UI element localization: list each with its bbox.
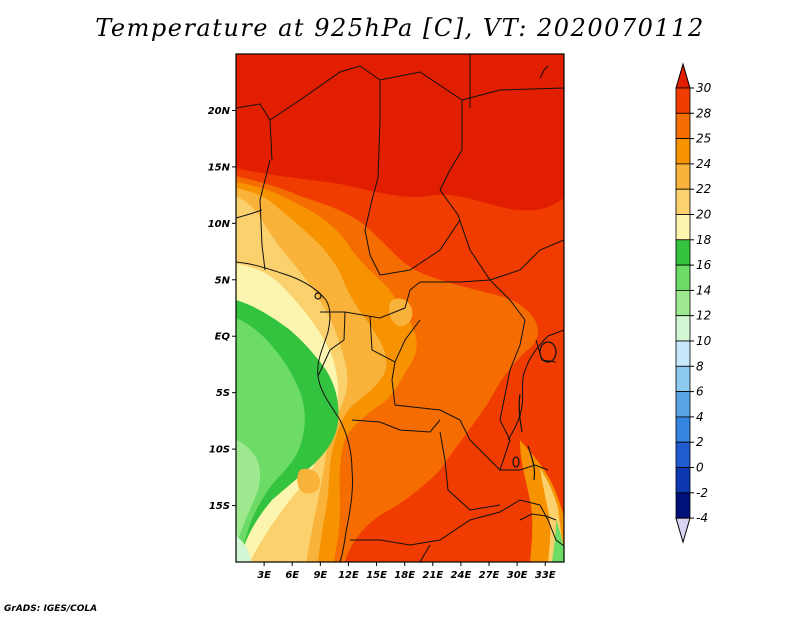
map-title: Temperature at 925hPa [C], VT: 202007011… <box>95 14 705 42</box>
colorbar-label: 20 <box>696 208 712 222</box>
lon-tick-label: 6E <box>285 570 299 581</box>
lon-tick-label: 12E <box>338 570 359 581</box>
colorbar-bottom-arrow <box>675 517 691 544</box>
colorbar-label: 22 <box>696 182 711 196</box>
colorbar-label: 30 <box>696 81 712 95</box>
colorbar-swatch <box>675 138 691 165</box>
colorbar-label: 12 <box>696 309 711 323</box>
colorbar-label: 16 <box>696 258 712 272</box>
colorbar-label: 28 <box>696 106 712 120</box>
map-frame <box>235 53 565 563</box>
colorbar-swatch <box>675 416 691 443</box>
colorbar-swatch <box>675 441 691 468</box>
lakes <box>314 292 557 481</box>
lon-tick-label: 3E <box>257 570 271 581</box>
lat-tick-label: 15S <box>209 501 230 512</box>
colorbar-label: 4 <box>696 410 704 424</box>
colorbar-label: -2 <box>696 486 708 500</box>
lat-tick-label: 5S <box>216 388 230 399</box>
lon-tick-label: 33E <box>535 570 556 581</box>
colorbar-swatch <box>675 112 691 140</box>
country-boundaries <box>236 54 564 562</box>
colorbar-swatch <box>675 289 691 317</box>
lon-tick-label: 30E <box>507 570 528 581</box>
colorbar-swatch <box>675 365 691 392</box>
colorbar-swatch <box>675 391 691 418</box>
colorbar-swatch <box>675 264 691 291</box>
colorbar-swatch <box>675 340 691 367</box>
colorbar-label: 25 <box>696 132 711 146</box>
lon-tick-label: 24E <box>451 570 472 581</box>
colorbar-label: 18 <box>696 233 712 247</box>
latitude-axis: 20N 15N 10N 5N EQ 5S 10S 15S <box>208 106 236 512</box>
lat-tick-label: 5N <box>215 275 231 286</box>
colorbar-top-arrow <box>675 62 691 89</box>
colorbar-swatch <box>675 315 691 342</box>
lon-tick-label: 21E <box>422 570 443 581</box>
colorbar-label: 14 <box>696 283 711 297</box>
lon-tick-label: 18E <box>394 570 415 581</box>
colorbar-swatch <box>675 163 691 190</box>
colorbar-swatch <box>675 239 691 266</box>
colorbar-label: 10 <box>696 334 712 348</box>
colorbar-label: 2 <box>696 435 704 449</box>
longitude-axis: 3E 6E 9E 12E 15E 18E 21E 24E 27E 30E 33E <box>257 562 556 581</box>
lon-tick-label: 9E <box>313 570 327 581</box>
colorbar-swatch <box>675 214 691 241</box>
colorbar-swatch <box>675 188 691 215</box>
lat-tick-label: 10S <box>209 445 230 456</box>
colorbar-label: 8 <box>696 359 704 373</box>
colorbar-swatch <box>675 87 691 114</box>
colorbar-swatch <box>675 467 691 494</box>
lat-tick-label: 10N <box>208 219 231 230</box>
lat-tick-label: EQ <box>215 332 231 343</box>
lon-tick-label: 27E <box>479 570 500 581</box>
colorbar-swatch <box>675 492 691 519</box>
colorbar-label: -4 <box>696 511 708 525</box>
lat-tick-label: 20N <box>208 106 231 117</box>
lon-tick-label: 15E <box>366 570 387 581</box>
colorbar-label: 24 <box>696 157 711 171</box>
colorbar-label: 6 <box>696 385 704 399</box>
lat-tick-label: 15N <box>208 162 231 173</box>
colorbar-label: 0 <box>696 461 704 475</box>
footer-credit: GrADS: IGES/COLA <box>4 604 98 614</box>
temperature-field <box>236 54 564 562</box>
